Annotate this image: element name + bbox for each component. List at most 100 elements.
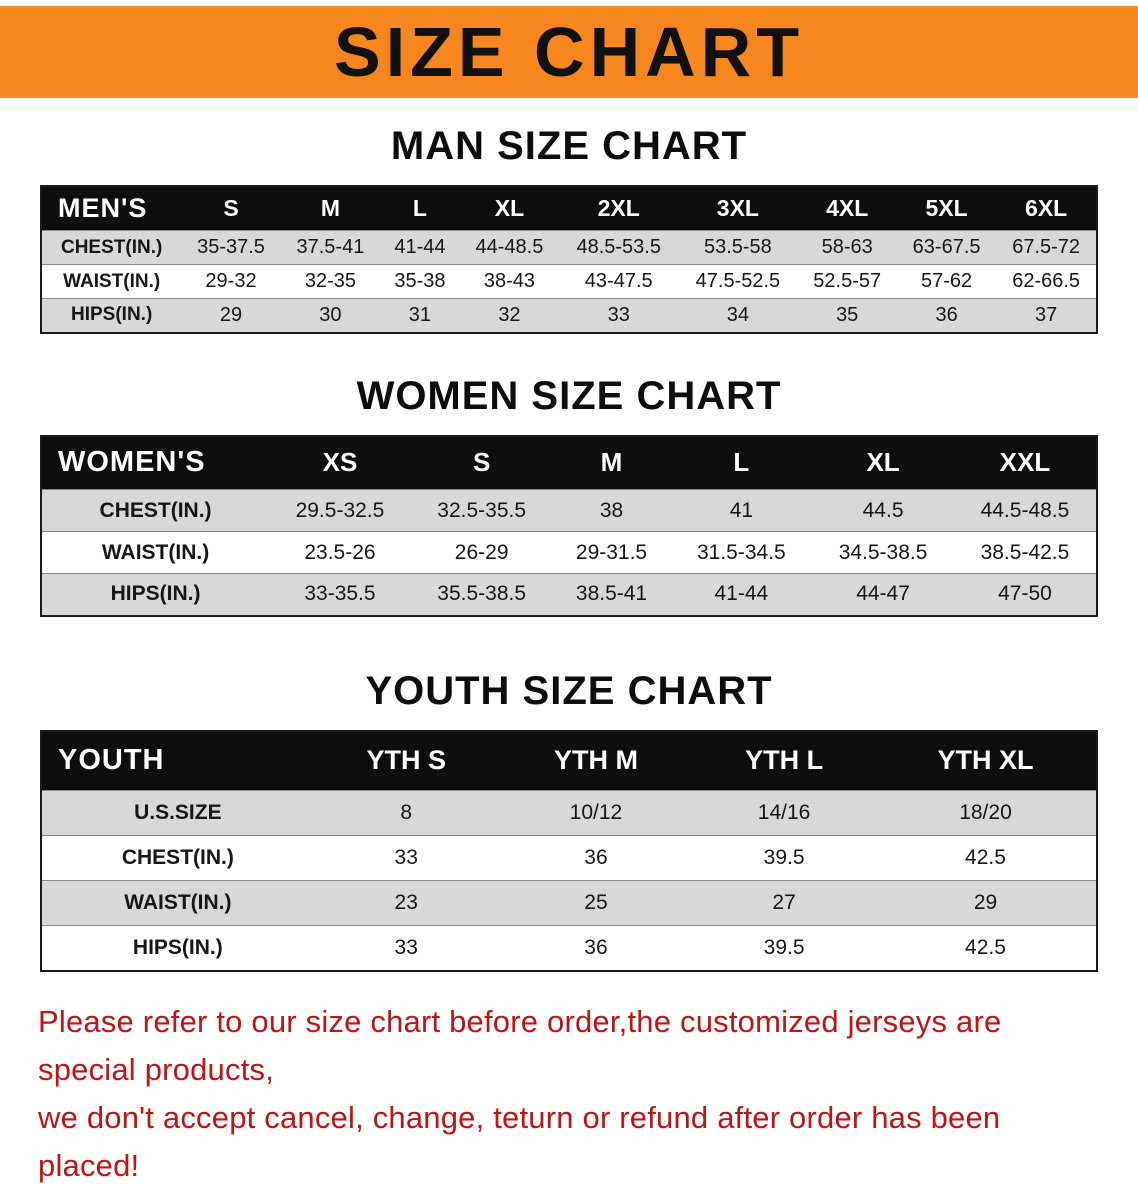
women-section-heading: WOMEN SIZE CHART [356,373,782,418]
measurement-cell: 29 [181,298,281,333]
size-header-cell: S [181,186,281,231]
table-row: HIPS(IN.) 33-35.5 35.5-38.5 38.5-41 41-44 44-… [41,573,1097,616]
size-header-cell: XS [269,435,411,490]
measurement-cell: 44-48.5 [459,230,560,265]
disclaimer-text: Please refer to our size chart before or… [0,998,1138,1190]
measurement-cell: 30 [280,298,381,333]
measurement-cell: 35-38 [380,264,460,299]
measurement-cell: 34.5-38.5 [812,531,954,574]
table-row: CHEST(IN.) 33 36 39.5 42.5 [41,835,1097,881]
measurement-cell: 33 [559,298,679,333]
measurement-cell: 35.5-38.5 [410,573,553,616]
table-row: CHEST(IN.) 35-37.5 37.5-41 41-44 44-48.5 48.5… [41,230,1097,265]
measurement-cell: 44-47 [812,573,954,616]
table-row: WAIST(IN.) 23.5-26 26-29 29-31.5 31.5-34.5 34… [41,531,1097,574]
measurement-cell: 48.5-53.5 [559,230,679,265]
measurement-cell: 37.5-41 [280,230,381,265]
measurement-cell: 18/20 [874,790,1097,836]
measurement-cell: 32 [459,298,560,333]
table-row: WAIST(IN.) 23 25 27 29 [41,880,1097,926]
disclaimer-line-1: Please refer to our size chart before or… [38,1003,1002,1087]
measurement-cell: 36 [498,835,694,881]
size-header-cell: 4XL [797,186,897,231]
measurement-cell: 53.5-58 [678,230,798,265]
row-label-cell: HIPS(IN.) [41,925,314,971]
table-row: HIPS(IN.) 29 30 31 32 33 34 35 36 37 [41,298,1097,333]
size-header-cell: 3XL [678,186,798,231]
measurement-cell: 42.5 [874,835,1097,881]
size-header-cell: XXL [953,435,1097,490]
measurement-cell: 43-47.5 [559,264,679,299]
measurement-cell: 63-67.5 [896,230,997,265]
row-label-cell: WAIST(IN.) [41,531,270,574]
row-label-cell: CHEST(IN.) [41,489,270,532]
table-title-cell: WOMEN'S [41,435,270,490]
women-size-section: WOMEN SIZE CHART WOMEN'S XS S M L XL XXL CHEST(… [0,374,1138,617]
measurement-cell: 10/12 [498,790,694,836]
size-header-cell: 5XL [896,186,997,231]
table-title-cell: MEN'S [41,186,182,231]
measurement-cell: 58-63 [797,230,897,265]
measurement-cell: 35-37.5 [181,230,281,265]
table-header-row: MEN'S S M L XL 2XL 3XL 4XL 5XL 6XL [41,186,1097,231]
size-header-cell: YTH M [498,730,694,791]
measurement-cell: 35 [797,298,897,333]
measurement-cell: 44.5-48.5 [953,489,1097,532]
measurement-cell: 29-32 [181,264,281,299]
row-label-cell: HIPS(IN.) [41,298,182,333]
measurement-cell: 44.5 [812,489,954,532]
row-label-cell: CHEST(IN.) [41,230,182,265]
measurement-cell: 62-66.5 [996,264,1097,299]
row-label-cell: WAIST(IN.) [41,264,182,299]
measurement-cell: 31.5-34.5 [670,531,813,574]
measurement-cell: 38-43 [459,264,560,299]
row-label-cell: U.S.SIZE [41,790,314,836]
measurement-cell: 67.5-72 [996,230,1097,265]
measurement-cell: 47.5-52.5 [678,264,798,299]
table-header-row: WOMEN'S XS S M L XL XXL [41,435,1097,490]
youth-section-heading: YOUTH SIZE CHART [365,668,773,713]
size-header-cell: L [380,186,460,231]
measurement-cell: 25 [498,880,694,926]
measurement-cell: 52.5-57 [797,264,897,299]
measurement-cell: 38.5-41 [552,573,671,616]
measurement-cell: 36 [498,925,694,971]
size-header-cell: M [280,186,381,231]
row-label-cell: WAIST(IN.) [41,880,314,926]
size-header-cell: YTH S [313,730,499,791]
measurement-cell: 41-44 [380,230,460,265]
measurement-cell: 37 [996,298,1097,333]
measurement-cell: 29 [874,880,1097,926]
measurement-cell: 23.5-26 [269,531,411,574]
measurement-cell: 33 [313,925,499,971]
size-header-cell: 6XL [996,186,1097,231]
size-header-cell: YTH XL [874,730,1097,791]
measurement-cell: 39.5 [693,835,875,881]
measurement-cell: 23 [313,880,499,926]
measurement-cell: 14/16 [693,790,875,836]
measurement-cell: 57-62 [896,264,997,299]
table-row: WAIST(IN.) 29-32 32-35 35-38 38-43 43-47.5 47.… [41,264,1097,299]
men-section-heading: MAN SIZE CHART [390,124,748,168]
measurement-cell: 33 [313,835,499,881]
table-header-row: YOUTH YTH S YTH M YTH L YTH XL [41,730,1097,791]
measurement-cell: 29.5-32.5 [269,489,411,532]
measurement-cell: 41 [670,489,813,532]
measurement-cell: 41-44 [670,573,813,616]
measurement-cell: 32-35 [280,264,381,299]
youth-size-section: YOUTH SIZE CHART YOUTH YTH S YTH M YTH L YTH… [0,669,1138,972]
measurement-cell: 8 [313,790,499,836]
banner-title: SIZE CHART [334,13,804,91]
size-header-cell: XL [459,186,560,231]
size-header-cell: 2XL [559,186,679,231]
youth-size-table: YOUTH YTH S YTH M YTH L YTH XL U.S.SIZE 8 10/12… [40,729,1098,972]
measurement-cell: 38.5-42.5 [953,531,1097,574]
row-label-cell: HIPS(IN.) [41,573,270,616]
table-row: U.S.SIZE 8 10/12 14/16 18/20 [41,790,1097,836]
measurement-cell: 36 [896,298,997,333]
size-header-cell: XL [812,435,954,490]
size-header-cell: M [552,435,671,490]
men-size-section: MAN SIZE CHART MEN'S S M L XL 2XL 3XL 4XL 5XL 6XL… [0,124,1138,334]
size-header-cell: L [670,435,813,490]
size-header-cell: S [410,435,553,490]
